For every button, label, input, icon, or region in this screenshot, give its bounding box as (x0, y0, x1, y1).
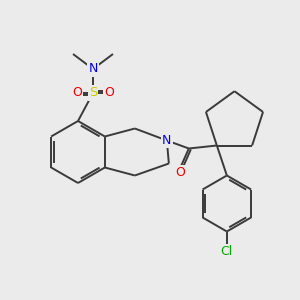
Text: O: O (175, 166, 185, 179)
Text: Cl: Cl (221, 245, 233, 258)
Text: O: O (72, 86, 82, 100)
Text: N: N (88, 62, 98, 76)
Text: N: N (162, 134, 172, 147)
Text: O: O (104, 86, 114, 100)
Text: S: S (89, 86, 97, 100)
